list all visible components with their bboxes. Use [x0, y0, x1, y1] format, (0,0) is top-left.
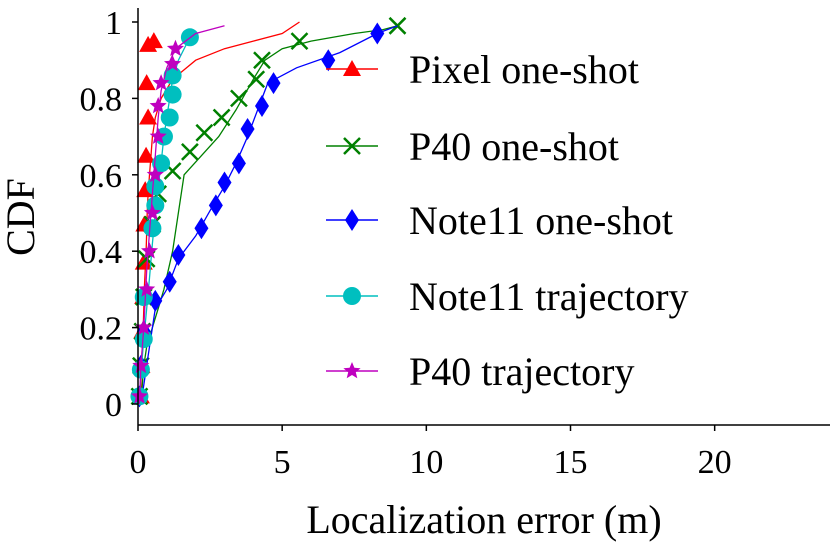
legend: Pixel one-shot P40 one-shot Note11 one-sho…	[326, 47, 689, 394]
legend-label: Note11 trajectory	[409, 274, 689, 319]
legend-label: P40 trajectory	[409, 349, 635, 394]
data-point-marker	[144, 32, 163, 49]
data-point-marker	[143, 219, 162, 238]
series-p40-trajectory	[130, 25, 225, 405]
data-point-marker	[152, 74, 170, 91]
data-point-marker	[217, 171, 232, 194]
data-point-marker	[195, 123, 214, 142]
legend-marker	[343, 137, 361, 155]
legend-item: P40 one-shot	[326, 124, 619, 169]
data-point-marker	[166, 39, 184, 56]
y-axis-label: CDF	[0, 178, 43, 256]
data-point-marker	[254, 95, 269, 118]
y-tick-label: 0.4	[80, 234, 123, 271]
y-tick-label: 1	[105, 5, 122, 42]
y-tick-label: 0.2	[80, 311, 123, 348]
data-point-marker	[138, 280, 156, 297]
data-point-marker	[163, 66, 182, 85]
data-point-marker	[370, 22, 385, 45]
data-point-marker	[139, 108, 158, 125]
legend-item: Note11 one-shot	[326, 198, 673, 243]
y-tick-label: 0.8	[80, 81, 123, 118]
data-point-marker	[181, 142, 199, 161]
data-point-marker	[152, 154, 171, 173]
x-tick-label: 5	[274, 444, 291, 481]
data-point-marker	[164, 55, 182, 72]
data-point-marker	[208, 194, 223, 217]
data-point-marker	[135, 318, 153, 335]
legend-label: Pixel one-shot	[409, 47, 639, 92]
legend-marker	[343, 60, 361, 76]
legend-item: Note11 trajectory	[326, 274, 689, 319]
legend-item: P40 trajectory	[326, 349, 635, 394]
x-tick-label: 10	[409, 444, 443, 481]
data-point-marker	[212, 108, 231, 127]
axes-layer: 0 5 10 15 20 0 0.2 0.4 0.6 0.8 1	[80, 5, 830, 481]
data-point-marker	[163, 85, 182, 104]
series-layer	[130, 16, 407, 408]
data-point-marker	[141, 242, 159, 259]
data-point-marker	[137, 146, 156, 163]
data-point-marker	[171, 244, 186, 267]
data-point-marker	[146, 177, 165, 196]
data-point-marker	[132, 356, 150, 374]
data-point-marker	[231, 152, 246, 175]
y-tick-label: 0	[105, 387, 122, 424]
data-point-marker	[149, 127, 167, 144]
legend-label: Note11 one-shot	[409, 198, 673, 243]
data-point-marker	[149, 97, 167, 114]
data-point-marker	[194, 217, 209, 240]
x-tick-label: 15	[554, 444, 588, 481]
x-tick-label: 0	[130, 444, 147, 481]
data-point-marker	[240, 117, 255, 140]
data-point-marker	[162, 270, 177, 293]
legend-marker	[343, 287, 361, 305]
data-point-marker	[266, 72, 281, 95]
data-point-marker	[253, 51, 271, 70]
data-point-marker	[137, 74, 156, 91]
data-point-marker	[134, 330, 153, 349]
data-point-marker	[321, 49, 336, 72]
legend-marker	[343, 362, 361, 379]
data-point-marker	[143, 204, 161, 221]
data-point-marker	[290, 32, 309, 50]
data-point-marker	[160, 108, 179, 127]
x-axis-label: Localization error (m)	[306, 497, 661, 542]
data-point-marker	[247, 70, 266, 89]
data-point-marker	[130, 387, 148, 404]
data-point-marker	[230, 89, 248, 108]
x-tick-label: 20	[698, 444, 732, 481]
y-tick-label: 0.6	[80, 158, 123, 195]
data-point-marker	[146, 165, 164, 183]
legend-marker	[345, 209, 359, 231]
legend-item: Pixel one-shot	[326, 47, 639, 92]
legend-label: P40 one-shot	[409, 124, 619, 169]
